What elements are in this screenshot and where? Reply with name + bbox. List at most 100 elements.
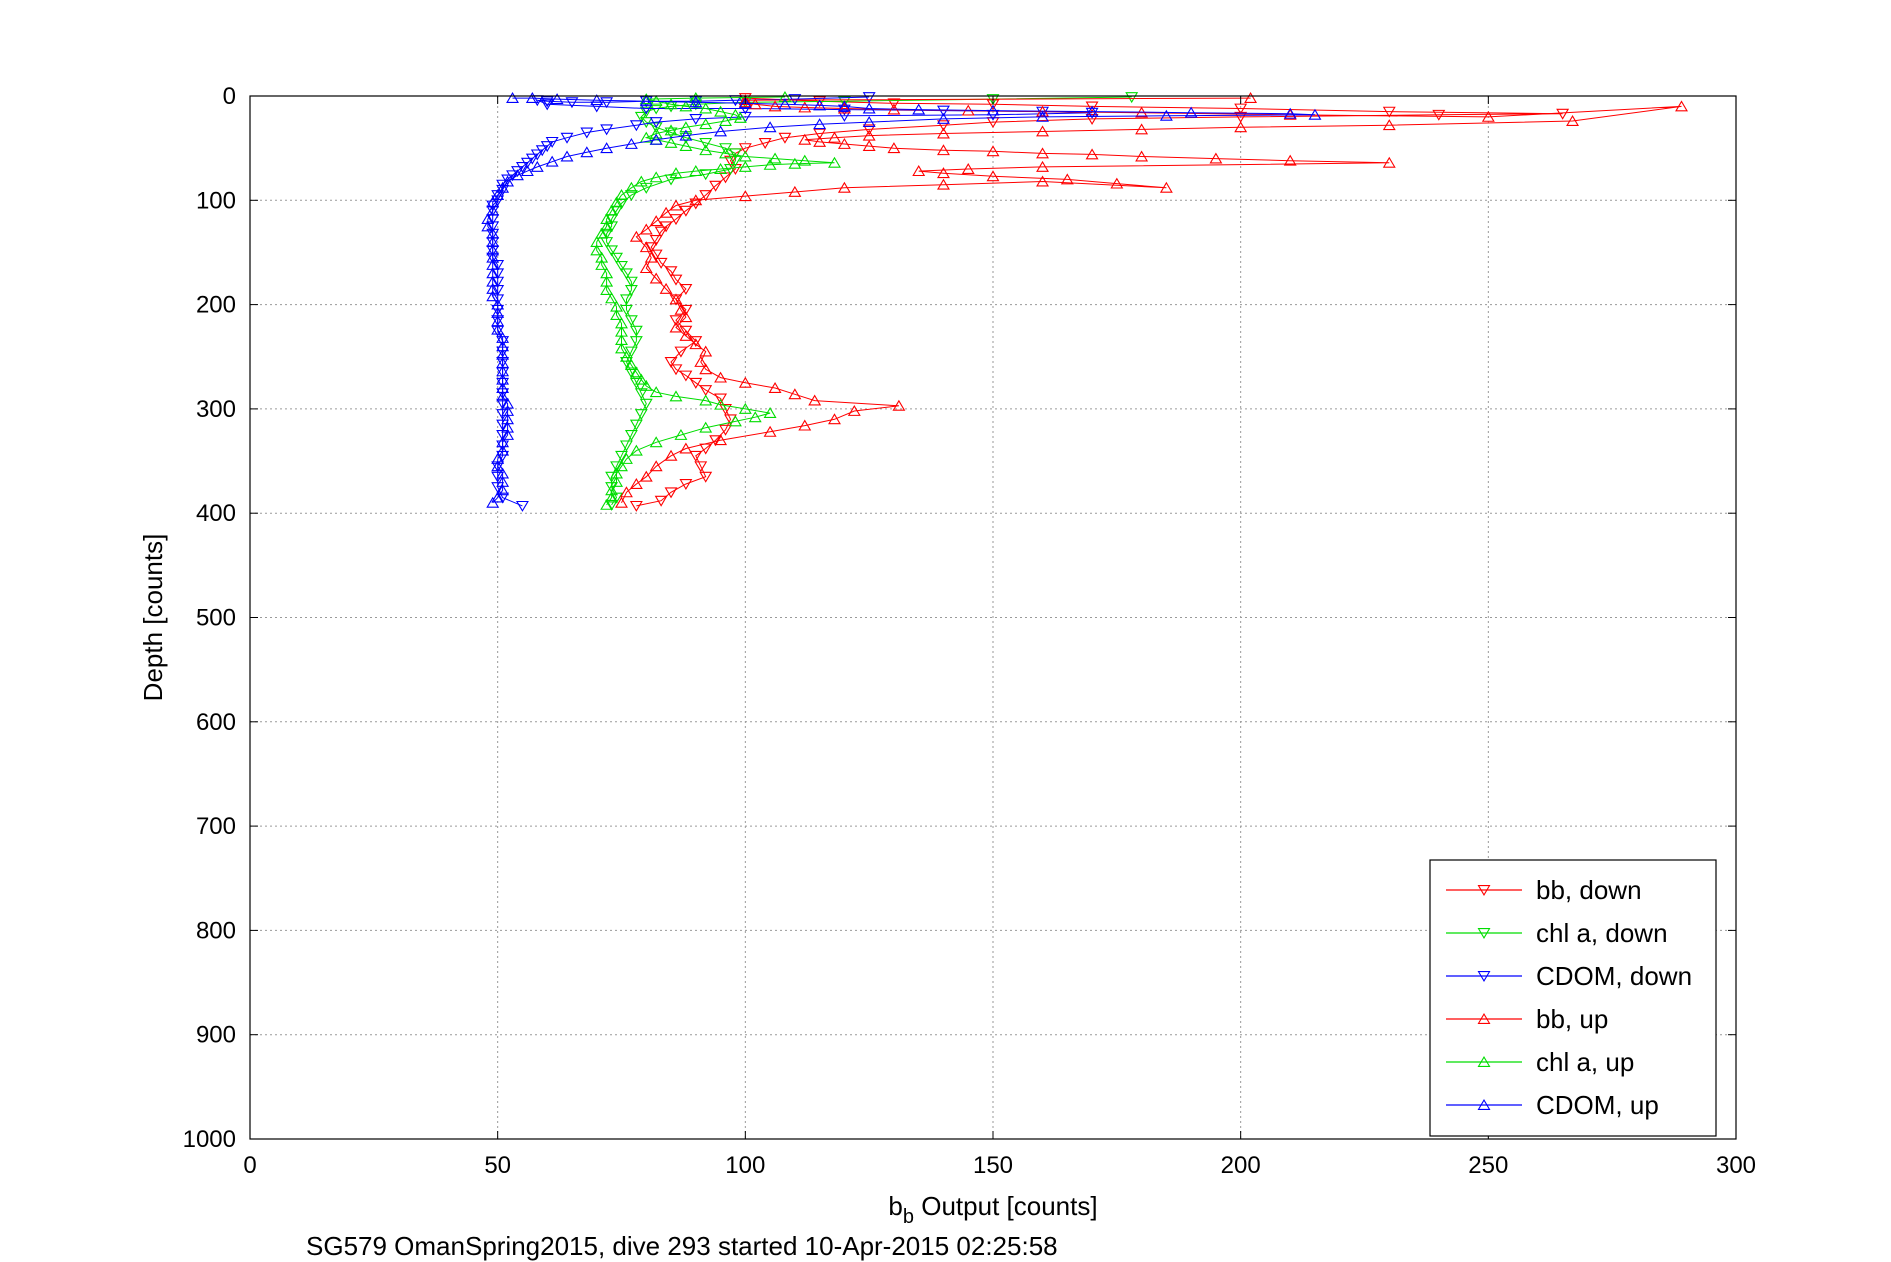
y-tick-label: 800	[196, 917, 236, 944]
data-point-chl-a-down	[1125, 92, 1139, 104]
data-point-cdom-down	[590, 101, 604, 113]
data-point-bb-up	[1159, 181, 1173, 193]
data-point-bb-up	[1283, 154, 1297, 166]
data-point-chl-a-up	[669, 167, 683, 179]
y-tick-label: 700	[196, 813, 236, 840]
data-point-bb-up	[788, 388, 802, 400]
data-point-cdom-down	[491, 471, 505, 483]
data-point-chl-a-up	[639, 379, 653, 391]
data-point-cdom-up	[496, 181, 510, 193]
data-point-bb-up	[679, 329, 693, 341]
data-point-chl-a-up	[719, 147, 732, 159]
data-point-cdom-up	[624, 137, 638, 149]
data-point-bb-up	[986, 145, 1000, 157]
data-point-chl-a-down	[629, 336, 643, 348]
data-point-cdom-down	[639, 103, 653, 115]
data-point-bb-down	[1556, 108, 1570, 120]
x-axis-label-subscript: b	[903, 1206, 914, 1228]
data-point-chl-a-up	[728, 108, 742, 120]
data-point-cdom-up	[1036, 110, 1049, 122]
data-point-bb-up	[1036, 147, 1049, 159]
data-point-cdom-up	[862, 102, 876, 114]
data-point-chl-a-up	[768, 152, 782, 164]
data-point-chl-a-up	[649, 436, 663, 448]
legend-label: bb, down	[1536, 875, 1642, 905]
series-bb-down	[629, 93, 1570, 512]
data-point-bb-down	[689, 377, 703, 389]
data-point-chl-a-up	[649, 386, 663, 398]
data-point-bb-up	[659, 206, 673, 218]
data-point-cdom-up	[1283, 107, 1297, 119]
data-point-chl-a-down	[664, 127, 678, 139]
data-point-bb-up	[986, 170, 1000, 182]
data-point-bb-up	[837, 102, 851, 114]
data-point-cdom-up	[491, 323, 505, 335]
data-point-chl-a-up	[639, 131, 653, 143]
data-point-chl-a-down	[689, 99, 703, 111]
data-point-chl-a-up	[699, 421, 713, 433]
data-point-bb-up	[644, 251, 658, 263]
data-point-cdom-up	[560, 150, 574, 162]
data-point-cdom-up	[491, 460, 505, 472]
data-point-bb-up	[1382, 156, 1396, 168]
data-point-bb-up	[763, 425, 777, 437]
data-point-bb-up	[798, 419, 812, 431]
data-point-cdom-down	[937, 105, 950, 117]
data-point-cdom-up	[520, 165, 534, 177]
y-tick-label: 900	[196, 1022, 236, 1049]
data-point-bb-up	[669, 199, 683, 211]
data-point-cdom-up	[496, 444, 510, 456]
data-point-chl-a-up	[699, 394, 713, 406]
data-point-cdom-up	[511, 169, 524, 181]
data-point-cdom-down	[629, 120, 643, 132]
data-point-bb-up	[689, 338, 703, 350]
data-point-chl-a-up	[610, 196, 624, 208]
data-point-bb-up	[788, 185, 802, 197]
data-point-bb-up	[649, 215, 663, 227]
x-tick-label: 150	[973, 1152, 1013, 1179]
data-point-cdom-up	[496, 340, 510, 352]
data-point-chl-a-up	[610, 467, 624, 479]
data-point-bb-down	[629, 500, 643, 512]
legend-label: chl a, up	[1536, 1047, 1634, 1077]
data-point-bb-down	[699, 385, 713, 397]
data-point-cdom-up	[986, 104, 1000, 116]
data-point-bb-down	[1085, 101, 1099, 113]
data-point-chl-a-down	[619, 304, 633, 316]
data-point-chl-a-up	[615, 189, 628, 201]
series-bb-up	[615, 92, 1688, 508]
data-point-bb-up	[615, 496, 628, 508]
data-point-cdom-up	[763, 121, 777, 133]
data-point-cdom-down	[496, 419, 510, 431]
data-point-chl-a-up	[600, 498, 614, 510]
data-point-chl-a-up	[619, 350, 633, 362]
data-point-bb-down	[689, 450, 703, 462]
x-tick-label: 200	[1221, 1152, 1261, 1179]
data-point-bb-down	[664, 487, 678, 499]
data-point-bb-up	[768, 382, 782, 393]
data-point-cdom-up	[649, 133, 663, 145]
data-point-chl-a-down	[639, 117, 653, 129]
data-point-cdom-up	[1184, 106, 1198, 118]
data-point-chl-a-up	[714, 162, 728, 174]
data-point-cdom-up	[491, 452, 505, 464]
data-point-cdom-down	[496, 409, 510, 421]
data-point-bb-up	[1566, 114, 1580, 126]
data-point-chl-a-down	[724, 164, 737, 176]
data-point-cdom-up	[1159, 109, 1173, 121]
data-point-chl-a-up	[605, 484, 619, 496]
data-point-bb-up	[669, 321, 683, 333]
data-point-bb-down	[719, 424, 732, 436]
data-point-chl-a-down	[629, 325, 643, 337]
data-point-bb-up	[862, 140, 876, 152]
data-point-cdom-down	[560, 132, 574, 144]
data-point-bb-up	[961, 162, 975, 174]
data-point-bb-down	[669, 315, 683, 327]
data-point-bb-down	[654, 257, 668, 269]
data-point-chl-a-up	[719, 114, 732, 126]
data-point-chl-a-up	[615, 334, 628, 346]
data-point-cdom-down	[515, 500, 529, 512]
legend-box	[1429, 859, 1717, 1137]
data-point-bb-down	[649, 249, 663, 261]
data-point-cdom-up	[491, 491, 505, 503]
